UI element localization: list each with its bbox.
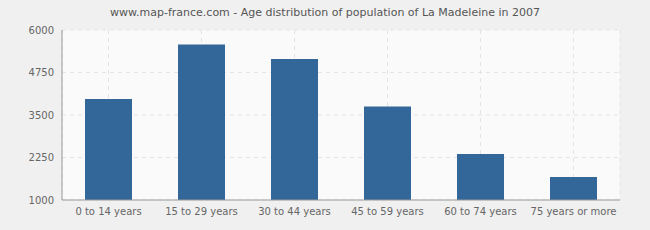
svg-text:60 to 74 years: 60 to 74 years	[444, 206, 517, 217]
svg-text:2250: 2250	[29, 152, 54, 163]
svg-text:6000: 6000	[29, 25, 54, 36]
html-text:www.map-france.com - Age distr: www.map-france.com - Age distribution of…	[110, 6, 540, 19]
svg-text:75 years or more: 75 years or more	[531, 206, 617, 217]
svg-text:15 to 29 years: 15 to 29 years	[165, 206, 238, 217]
svg-text:0 to 14 years: 0 to 14 years	[75, 206, 141, 217]
svg-text:45 to 59 years: 45 to 59 years	[351, 206, 424, 217]
svg-text:4750: 4750	[29, 67, 54, 78]
svg-text:1000: 1000	[29, 195, 54, 206]
svg-text:30 to 44 years: 30 to 44 years	[258, 206, 331, 217]
svg-text:3500: 3500	[29, 110, 54, 121]
